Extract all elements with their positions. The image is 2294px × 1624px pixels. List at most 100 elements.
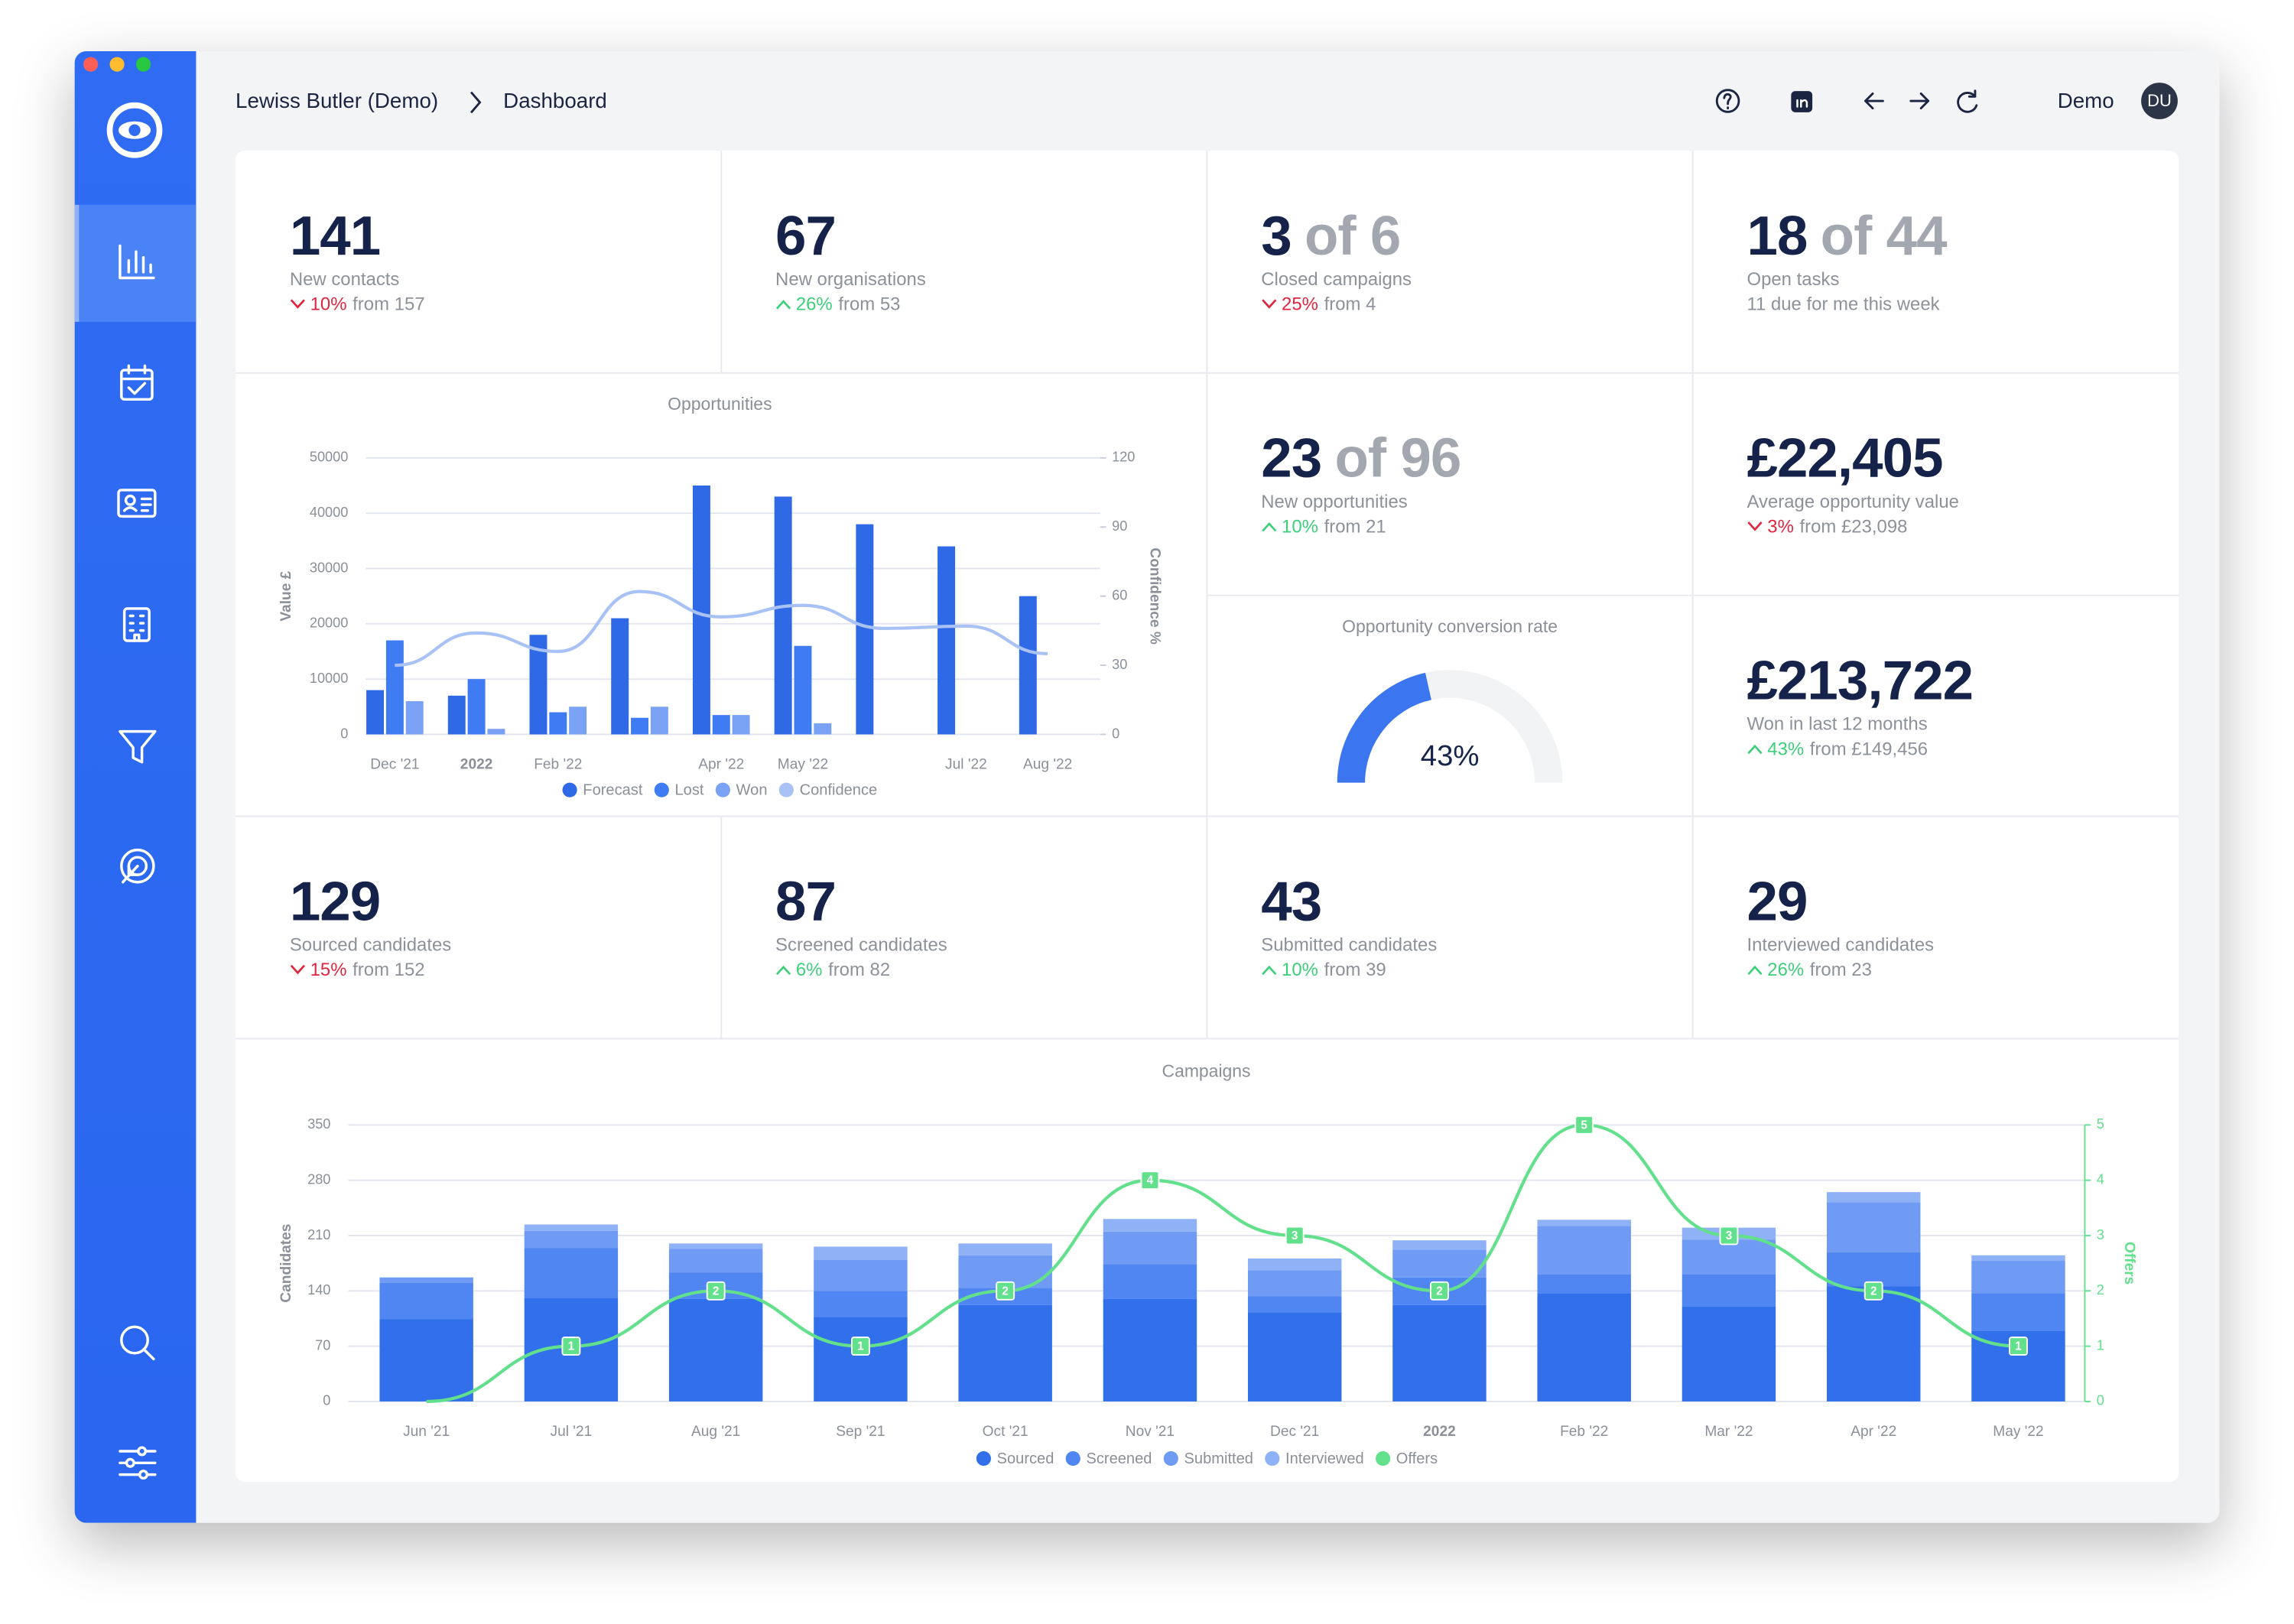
kpi-value-row: 141: [290, 208, 425, 267]
nav-organisations[interactable]: [122, 607, 151, 642]
trend-icon: [775, 965, 791, 976]
back-button[interactable]: [1864, 93, 1884, 110]
kpi-compare: from 4: [1324, 294, 1376, 315]
trend-icon: [1262, 965, 1277, 976]
kpi-value-row: 18 of 44: [1746, 208, 1947, 267]
sidebar-icons: [74, 102, 197, 1480]
offers-value-label: 3: [1726, 1229, 1733, 1242]
bar-segment: [1537, 1220, 1631, 1226]
bar-segment: [814, 1260, 908, 1291]
avatar[interactable]: [2141, 83, 2178, 119]
bar-segment: [1392, 1304, 1487, 1402]
x-tick-label: Feb '22: [534, 757, 582, 773]
offers-value-label: 2: [1870, 1285, 1877, 1298]
kpi-label: Closed campaigns: [1261, 269, 1412, 290]
offers-value-label: 2: [713, 1285, 720, 1298]
nav-contacts[interactable]: [117, 489, 157, 518]
bar: [366, 690, 385, 735]
bar-segment: [1247, 1312, 1342, 1402]
trend-icon: [290, 964, 305, 975]
bar-segment: [1247, 1270, 1342, 1297]
nav-calendar[interactable]: [120, 364, 154, 401]
bar: [447, 695, 466, 735]
kpi-compare: from 21: [1324, 516, 1386, 538]
breadcrumb-org[interactable]: Lewiss Butler (Demo): [236, 89, 438, 112]
help-button[interactable]: [1715, 89, 1740, 113]
legend-marker: [1265, 1450, 1280, 1466]
offers-value-label: 1: [2015, 1340, 2022, 1353]
nav-search[interactable]: [120, 1325, 155, 1361]
legend-label: Forecast: [583, 781, 643, 798]
y-tick-label: 70: [315, 1337, 330, 1353]
kpi-card: 141 New contacts 10% from 157: [290, 208, 425, 315]
bar-segment: [1247, 1258, 1342, 1271]
kpi-value-row: £22,405: [1746, 430, 1958, 489]
zoom-button[interactable]: [135, 57, 151, 72]
kpi-card: 3 of 6 Closed campaigns 25% from 4: [1261, 208, 1412, 315]
nav-funnel[interactable]: [119, 729, 157, 764]
trend-chevron: [1262, 965, 1277, 976]
y-axis-title: Candidates: [278, 1224, 294, 1303]
kpi-of: of 96: [1334, 428, 1461, 490]
chart-title: Opportunities: [668, 394, 772, 414]
offers-value-label: 1: [857, 1340, 864, 1353]
kpi-change-value: 10%: [1282, 516, 1318, 538]
bar: [794, 645, 812, 735]
kpi-compare: from 53: [838, 294, 901, 315]
kpi-card: 29 Interviewed candidates 26% from 23: [1746, 873, 1934, 980]
x-tick-label: Jul '22: [945, 757, 987, 773]
bar-segment: [1103, 1219, 1197, 1232]
y-tick-label: 280: [307, 1171, 330, 1187]
offers-value-label: 2: [1436, 1285, 1443, 1298]
nav-campaigns[interactable]: [120, 848, 155, 884]
x-tick-label: May '22: [778, 757, 828, 773]
kpi-value: 67: [775, 206, 837, 268]
y2-tick-label: 4: [2097, 1171, 2104, 1187]
kpi-change-value: 10%: [1282, 960, 1318, 980]
kpi-value: 87: [775, 872, 837, 934]
minimize-button[interactable]: [109, 57, 125, 72]
kpi-label: Screened candidates: [775, 934, 947, 956]
nav-dashboard[interactable]: [119, 244, 155, 280]
bar-segment: [1826, 1202, 1921, 1252]
bar-segment: [958, 1243, 1052, 1255]
bar: [692, 486, 710, 735]
linkedin-button[interactable]: [1791, 91, 1813, 112]
offers-marker: [1430, 1281, 1449, 1301]
y-tick-label: 0: [340, 726, 348, 741]
legend-marker: [1065, 1450, 1080, 1466]
x-tick-label: Dec '21: [370, 757, 419, 773]
kpi-compare: from 152: [353, 960, 425, 980]
gauge-title: Opportunity conversion rate: [1342, 616, 1558, 636]
window-controls: [83, 57, 151, 72]
x-tick-label: 2022: [460, 757, 493, 773]
kpi-value: 141: [289, 206, 381, 268]
kpi-card: 129 Sourced candidates 15% from 152: [290, 873, 451, 980]
trend-icon: [775, 300, 791, 310]
kpi-of: of 6: [1304, 206, 1401, 268]
bar-segment: [1392, 1240, 1487, 1250]
bar: [814, 723, 832, 735]
refresh-button[interactable]: [1957, 89, 1978, 113]
legend-marker: [976, 1450, 991, 1466]
trend-chevron: [775, 965, 791, 976]
kpi-value-row: £213,722: [1746, 652, 1974, 711]
kpi-card: 18 of 44 Open tasks 11 due for me this week: [1746, 208, 1947, 315]
bar-segment: [524, 1248, 619, 1298]
nav-settings[interactable]: [119, 1446, 157, 1480]
y-tick-label: 10000: [310, 671, 349, 686]
trend-chevron: [1747, 744, 1763, 755]
logo[interactable]: [106, 102, 163, 158]
user-name[interactable]: Demo: [2058, 89, 2114, 112]
close-button[interactable]: [83, 57, 99, 72]
kpi-change: 15% from 152: [290, 960, 451, 980]
x-tick-label: Nov '21: [1126, 1424, 1175, 1440]
y-tick-label: 210: [307, 1227, 330, 1242]
breadcrumb-page: Dashboard: [503, 89, 607, 112]
kpi-value-row: 23 of 96: [1261, 430, 1461, 489]
x-tick-label: Feb '22: [1560, 1424, 1608, 1440]
kpi-change-value: 43%: [1767, 739, 1805, 760]
forward-button[interactable]: [1909, 93, 1930, 110]
kpi-change: 6% from 82: [775, 960, 947, 980]
